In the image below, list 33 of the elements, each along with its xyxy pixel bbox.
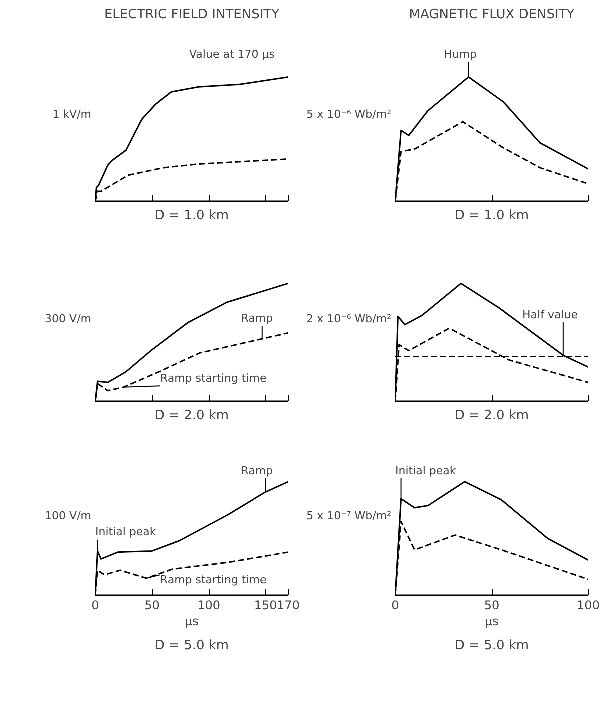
x-tick-label: 150 (254, 598, 278, 612)
x-axis-title: µs (485, 614, 499, 628)
chart-title: MAGNETIC FLUX DENSITY (409, 8, 575, 22)
annotation: Ramp (241, 464, 274, 478)
annotation: Hump (444, 48, 478, 62)
text: 2 x 10⁻⁶ Wb/m² (306, 312, 392, 326)
x-tick-label: 170 (277, 598, 300, 612)
text: 5 x 10⁻⁷ Wb/m² (306, 510, 392, 522)
text: D = 5.0 km (454, 638, 530, 654)
annotation: Value at 170 µs (190, 48, 276, 62)
text: 100 V/m (45, 510, 92, 522)
text: D = 1.0 km (154, 208, 230, 224)
chart-title: ELECTRIC FIELD INTENSITY (104, 8, 280, 22)
text: 5 x 10⁻⁶ Wb/m² (306, 108, 392, 121)
annotation: Initial peak (396, 464, 457, 478)
x-tick-label: 0 (392, 598, 400, 612)
text: 1 kV/m (52, 108, 92, 121)
x-axis-title: µs (185, 614, 199, 628)
x-tick-label: 50 (144, 598, 160, 612)
annotation: Ramp (241, 312, 274, 325)
x-tick-label: 100 (577, 598, 600, 612)
annotation: Initial peak (96, 526, 157, 539)
text: D = 2.0 km (154, 408, 230, 424)
annotation: Ramp starting time (160, 573, 267, 586)
x-tick-label: 100 (198, 598, 220, 612)
text: D = 1.0 km (454, 208, 530, 224)
annotation: Ramp starting time (160, 372, 267, 385)
x-tick-label: 50 (484, 598, 500, 612)
x-tick-label: 0 (92, 598, 100, 612)
text: 300 V/m (45, 312, 92, 326)
text: D = 2.0 km (454, 408, 530, 424)
text: D = 5.0 km (154, 638, 230, 654)
annotation: Half value (522, 308, 578, 322)
